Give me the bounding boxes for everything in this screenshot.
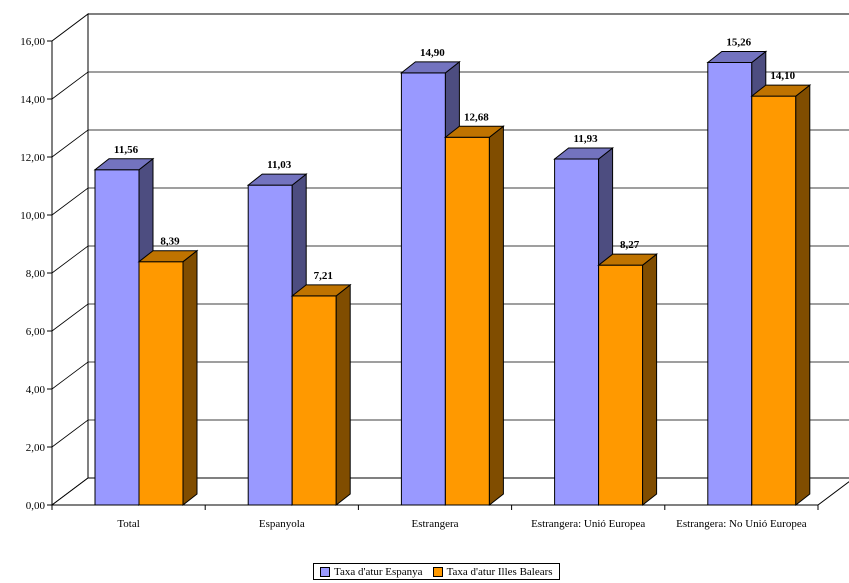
bar-front <box>554 158 600 506</box>
bar <box>290 283 352 507</box>
data-label: 11,56 <box>114 144 139 156</box>
bar <box>597 253 659 507</box>
bar-chart: 0,00 2,00 4,00 6,00 8,00 10,00 12,00 14,00 16,00… <box>20 13 849 530</box>
bar-front <box>598 264 644 506</box>
bar-top <box>399 61 461 74</box>
bar-front <box>94 169 140 506</box>
data-label: 15,26 <box>726 36 751 48</box>
label-layer: 11,56 8,39 11,03 7,21 14,90 12,68 11,93 8,27 15,… <box>114 36 796 281</box>
legend-item-espanya: Taxa d'atur Espanya <box>320 566 423 578</box>
bar-top <box>597 253 659 266</box>
bar-top <box>93 158 155 171</box>
x-category-label: Estrangera <box>411 518 458 530</box>
legend: Taxa d'atur Espanya Taxa d'atur Illes Ba… <box>313 563 560 580</box>
x-category-label: Total <box>117 518 139 530</box>
gridline <box>51 129 849 158</box>
y-tick-label: 6,00 <box>26 326 46 338</box>
legend-swatch-espanya <box>320 566 330 577</box>
y-tick-label: 12,00 <box>20 152 45 164</box>
y-tick-label: 14,00 <box>20 94 45 106</box>
bar-top <box>137 250 199 263</box>
bar-front <box>291 295 337 506</box>
x-category-label: Estrangera: No Unió Europea <box>676 518 807 530</box>
bar-front <box>138 261 184 506</box>
legend-swatch-balears <box>432 566 443 577</box>
legend-item-balears: Taxa d'atur Illes Balears <box>432 565 553 578</box>
data-label: 14,90 <box>420 47 445 59</box>
data-label: 11,03 <box>267 159 292 171</box>
bar-top <box>553 147 615 160</box>
bar-side <box>182 249 198 507</box>
bar <box>137 249 199 507</box>
bar-top <box>706 50 768 63</box>
bar-front <box>707 61 753 506</box>
bar-front <box>247 184 293 506</box>
bar-top <box>750 84 812 97</box>
data-label: 11,93 <box>574 133 599 145</box>
x-category-label: Estrangera: Unió Europea <box>531 518 645 530</box>
bar <box>750 84 812 507</box>
data-label: 8,27 <box>620 239 640 251</box>
bar-top <box>443 125 505 138</box>
bar-side <box>335 283 351 507</box>
gridline <box>51 71 849 100</box>
y-tick-label: 4,00 <box>26 384 46 396</box>
legend-label-balears: Taxa d'atur Illes Balears <box>446 565 553 578</box>
y-tick-label: 2,00 <box>26 442 46 454</box>
bar-side <box>488 125 504 507</box>
legend-label-espanya: Taxa d'atur Espanya <box>334 565 423 578</box>
data-label: 12,68 <box>464 111 489 123</box>
bar-side <box>642 253 658 507</box>
data-label: 8,39 <box>160 236 180 248</box>
bar-top <box>290 284 352 297</box>
bar-front <box>444 136 490 506</box>
bar-side <box>795 84 811 507</box>
data-label: 14,10 <box>770 70 795 82</box>
y-tick-label: 8,00 <box>26 268 46 280</box>
bar <box>443 125 505 507</box>
bar-front <box>751 95 797 506</box>
bar-front <box>400 72 446 506</box>
data-label: 7,21 <box>314 270 333 282</box>
x-category-label: Espanyola <box>259 518 305 530</box>
bar-layer <box>93 50 812 507</box>
y-tick-label: 10,00 <box>20 210 45 222</box>
y-tick-label: 0,00 <box>26 500 46 512</box>
y-tick-label: 16,00 <box>20 36 45 48</box>
bar-top <box>246 173 308 186</box>
